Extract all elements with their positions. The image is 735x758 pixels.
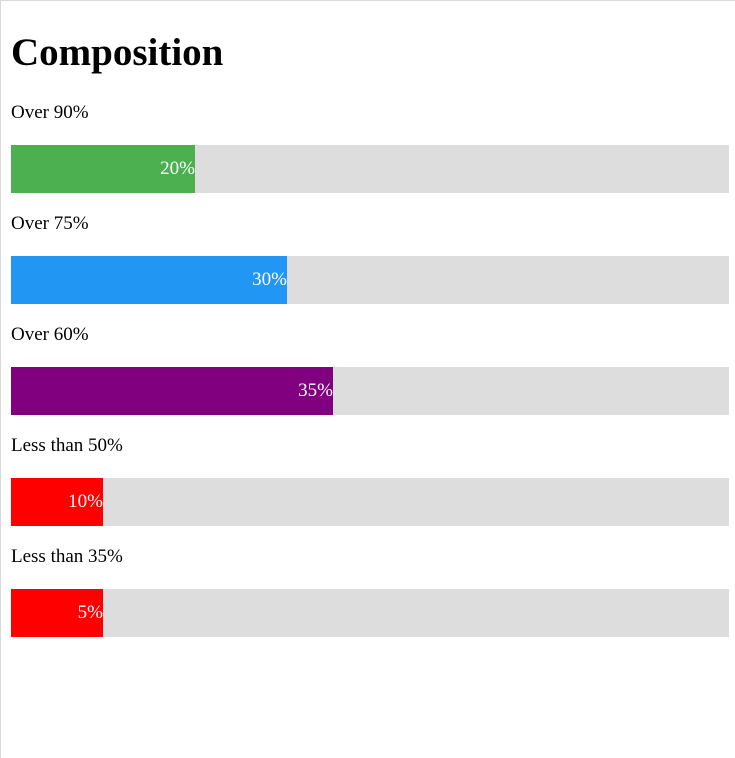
bar-row: Over 60% 35% <box>11 323 729 434</box>
bar-row: Over 75% 30% <box>11 212 729 323</box>
page-title: Composition <box>11 31 224 74</box>
bar-track: 35% <box>11 367 729 415</box>
bar-track: 10% <box>11 478 729 526</box>
bar-row: Less than 35% 5% <box>11 545 729 656</box>
bar-fill: 30% <box>11 256 287 304</box>
bar-row: Over 90% 20% <box>11 101 729 212</box>
bar-label: Less than 35% <box>11 546 123 567</box>
bar-label: Over 90% <box>11 102 89 123</box>
bar-label: Over 60% <box>11 324 89 345</box>
bar-fill: 5% <box>11 589 103 637</box>
bar-row: Less than 50% 10% <box>11 434 729 545</box>
bar-track: 30% <box>11 256 729 304</box>
bar-label: Less than 50% <box>11 435 123 456</box>
bar-fill: 10% <box>11 478 103 526</box>
bar-label: Over 75% <box>11 213 89 234</box>
bar-fill: 35% <box>11 367 333 415</box>
bar-fill: 20% <box>11 145 195 193</box>
composition-bars: Over 90% 20% Over 75% 30% Over 60% 35% Less th… <box>11 101 729 656</box>
bar-track: 20% <box>11 145 729 193</box>
bar-track: 5% <box>11 589 729 637</box>
